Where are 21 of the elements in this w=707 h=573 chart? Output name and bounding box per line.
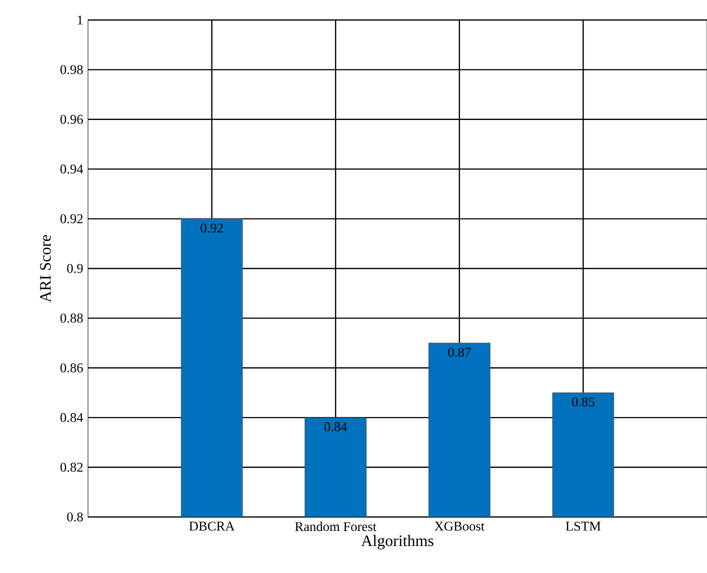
y-tick-label: 0.94 bbox=[60, 164, 84, 174]
y-tick-label: 0.8 bbox=[67, 512, 83, 522]
y-axis-title: ARI Score bbox=[40, 235, 51, 302]
y-tick-label: 0.9 bbox=[67, 264, 83, 274]
x-tick-label: LSTM bbox=[566, 522, 601, 531]
data-label: 0.87 bbox=[448, 348, 471, 357]
x-tick-label: XGBoost bbox=[434, 522, 485, 531]
y-tick-label: 0.86 bbox=[60, 363, 83, 372]
y-tick-label: 0.84 bbox=[60, 413, 84, 422]
x-axis-title: Algorithms bbox=[361, 534, 434, 550]
data-label: 0.92 bbox=[200, 224, 223, 233]
y-tick-label: 0.82 bbox=[60, 462, 83, 472]
y-tick-label: 0.88 bbox=[60, 314, 83, 323]
y-tick-label: 1 bbox=[78, 16, 83, 24]
y-tick-label: 0.96 bbox=[60, 114, 83, 124]
y-tick-label: 0.92 bbox=[60, 214, 83, 224]
data-label: 0.84 bbox=[324, 422, 348, 432]
x-tick-label: DBCRA bbox=[189, 522, 235, 531]
data-label: 0.85 bbox=[572, 397, 594, 406]
y-tick-label: 0.98 bbox=[60, 65, 83, 74]
x-tick-label: Random Forest bbox=[295, 522, 376, 532]
